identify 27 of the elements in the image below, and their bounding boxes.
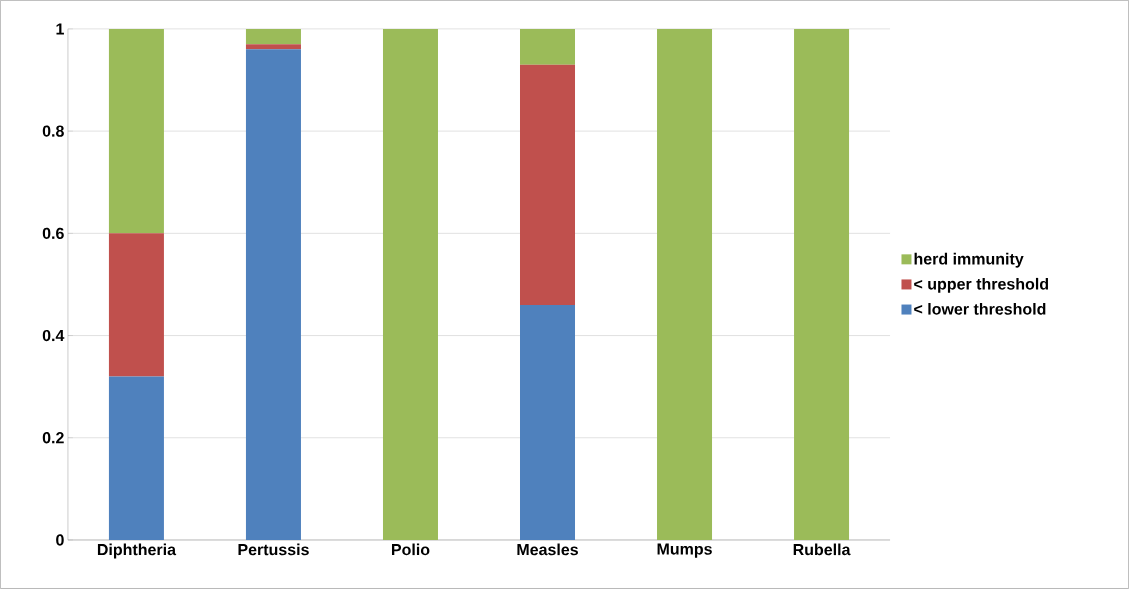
y-tick-label: 0.8 <box>42 125 64 137</box>
bar <box>657 28 713 541</box>
bar <box>520 64 576 305</box>
bar <box>794 28 850 541</box>
bar <box>245 44 301 50</box>
bar <box>108 28 164 234</box>
y-tick-label: 0.2 <box>42 432 64 444</box>
x-tick-label: Polio <box>391 543 430 556</box>
y-tick-label: 0.4 <box>42 329 65 342</box>
x-tick-label: Diphtheria <box>97 543 177 559</box>
x-tick-label: Rubella <box>793 543 851 556</box>
legend-label: herd immunity <box>914 252 1024 268</box>
legend-label: < upper threshold <box>914 277 1049 293</box>
y-tick-label: 0 <box>56 534 64 546</box>
y-tick-label: 0.6 <box>42 227 64 240</box>
x-tick-label: Measles <box>517 543 578 556</box>
bar <box>520 304 576 541</box>
x-tick-label: Pertussis <box>238 543 309 556</box>
bar <box>108 233 164 377</box>
bar <box>245 49 301 541</box>
bar <box>108 376 164 541</box>
bar <box>520 28 576 65</box>
bar <box>245 28 301 45</box>
legend-label: < lower threshold <box>914 303 1046 315</box>
x-tick-label: Mumps <box>657 543 712 558</box>
y-tick-label: 1 <box>56 23 64 35</box>
bar <box>382 28 438 541</box>
